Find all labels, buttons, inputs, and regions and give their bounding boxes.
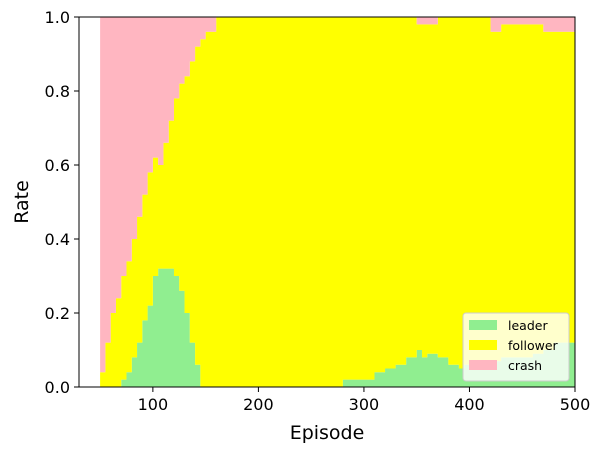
y-tick-label: 0.2 (45, 304, 70, 323)
x-tick-label: 200 (243, 395, 274, 414)
y-tick-label: 0.0 (45, 378, 70, 397)
x-tick-label: 400 (454, 395, 485, 414)
x-tick-label: 100 (138, 395, 169, 414)
y-tick-label: 0.6 (45, 156, 70, 175)
x-axis-ticks: 100 200 300 400 500 (138, 387, 591, 414)
plot-frame (78, 16, 576, 388)
legend-swatch-crash (469, 360, 497, 370)
x-tick-label: 500 (560, 395, 591, 414)
legend-swatch-leader (469, 320, 497, 330)
area-crash (100, 17, 575, 373)
x-axis-label: Episode (290, 422, 365, 444)
legend-swatch-follower (469, 340, 497, 350)
y-axis-ticks: 0.0 0.2 0.4 0.6 0.8 1.0 (45, 8, 79, 397)
legend-label-follower: follower (508, 338, 559, 353)
y-tick-label: 1.0 (45, 8, 70, 27)
y-tick-label: 0.4 (45, 230, 70, 249)
y-axis-label: Rate (11, 180, 33, 224)
legend-label-leader: leader (508, 318, 548, 333)
legend-label-crash: crash (508, 358, 542, 373)
y-tick-label: 0.8 (45, 82, 70, 101)
legend: leader follower crash (462, 312, 570, 382)
area-follower (100, 17, 575, 387)
x-tick-label: 300 (349, 395, 380, 414)
